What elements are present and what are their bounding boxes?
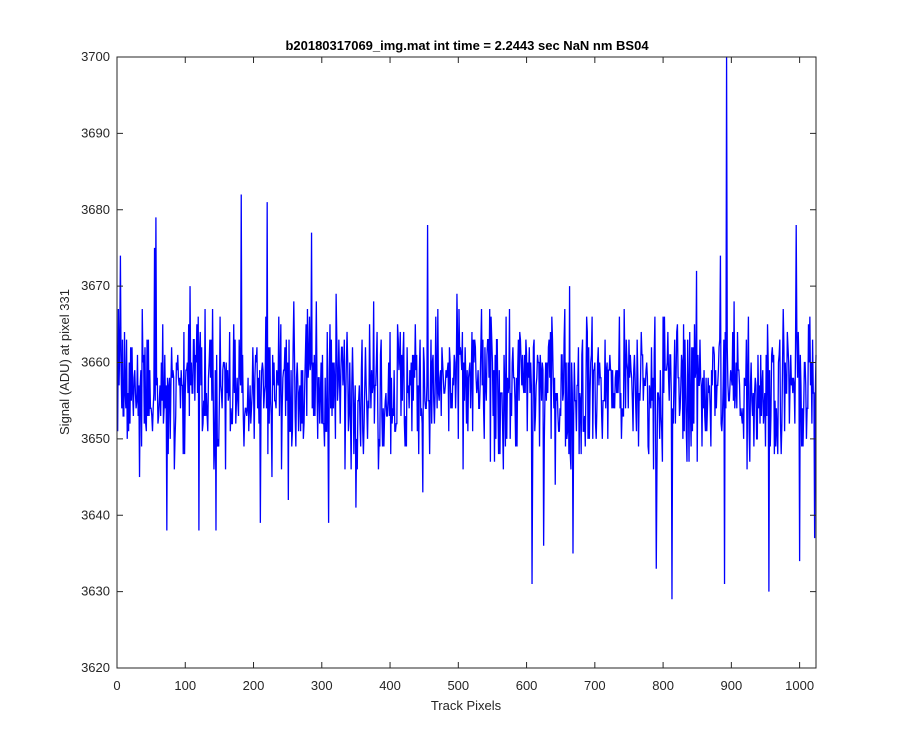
x-tick-label: 100 bbox=[174, 678, 196, 693]
x-tick-label: 800 bbox=[652, 678, 674, 693]
x-tick-label: 200 bbox=[243, 678, 265, 693]
y-tick-label: 3620 bbox=[81, 660, 110, 675]
chart-title: b20180317069_img.mat int time = 2.2443 s… bbox=[285, 38, 649, 53]
x-tick-label: 0 bbox=[113, 678, 120, 693]
series-line bbox=[117, 56, 817, 600]
x-tick-label: 1000 bbox=[785, 678, 814, 693]
plot-area bbox=[117, 56, 817, 600]
y-tick-label: 3690 bbox=[81, 125, 110, 140]
x-tick-label: 700 bbox=[584, 678, 606, 693]
y-tick-label: 3630 bbox=[81, 584, 110, 599]
x-tick-label: 500 bbox=[447, 678, 469, 693]
x-tick-label: 400 bbox=[379, 678, 401, 693]
x-tick-label: 600 bbox=[516, 678, 538, 693]
x-axis-label: Track Pixels bbox=[431, 698, 502, 713]
y-tick-label: 3640 bbox=[81, 507, 110, 522]
y-tick-label: 3680 bbox=[81, 202, 110, 217]
y-tick-label: 3660 bbox=[81, 355, 110, 370]
y-tick-label: 3700 bbox=[81, 49, 110, 64]
y-axis-label: Signal (ADU) at pixel 331 bbox=[57, 289, 72, 435]
axis-ticks: 0 100 200 300 400 500 600 700 800 900 1000 3620 3630… bbox=[81, 49, 816, 693]
x-tick-label: 300 bbox=[311, 678, 333, 693]
y-tick-label: 3650 bbox=[81, 431, 110, 446]
y-tick-label: 3670 bbox=[81, 278, 110, 293]
x-tick-label: 900 bbox=[721, 678, 743, 693]
